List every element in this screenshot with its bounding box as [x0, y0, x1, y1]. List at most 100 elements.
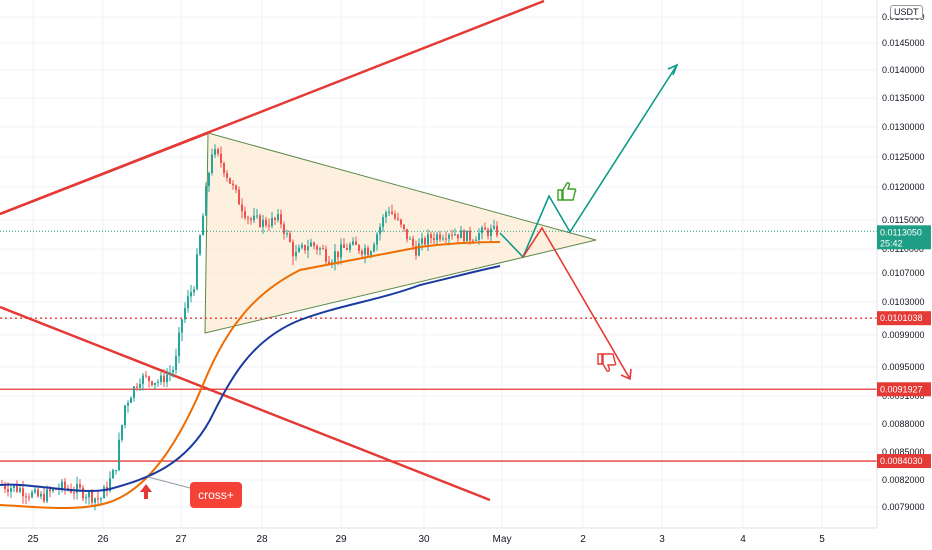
candle-body — [304, 244, 306, 251]
candle-body — [220, 153, 222, 163]
candle-body — [184, 308, 186, 320]
candle-body — [322, 248, 324, 250]
candle-body — [334, 251, 336, 263]
candle-body — [382, 217, 384, 227]
candle-body — [406, 228, 408, 240]
candle-body — [451, 234, 453, 236]
candle-body — [412, 238, 414, 246]
candle-body — [94, 498, 96, 503]
candle-body — [244, 211, 246, 218]
candle-body — [361, 250, 363, 255]
upper-trendline-extension — [0, 131, 209, 216]
x-tick-label: 2 — [580, 534, 586, 545]
bullish-arrow-head — [667, 63, 679, 76]
candle-body — [490, 228, 492, 236]
candle-body — [403, 224, 405, 229]
candle-body — [325, 248, 327, 262]
cross-label-text: cross+ — [198, 488, 234, 502]
x-tick-label: 29 — [335, 534, 347, 545]
candle-body — [298, 247, 300, 252]
lower-trendline — [0, 305, 491, 502]
y-tick-label: 0.0099000 — [882, 330, 925, 340]
y-tick-label: 0.0115000 — [882, 215, 924, 225]
candle-body — [199, 235, 201, 255]
candle-body — [283, 224, 285, 234]
candle-body — [202, 215, 204, 236]
candle-body — [442, 238, 444, 240]
candle-body — [436, 234, 438, 241]
time-axis-panel — [0, 528, 932, 550]
y-tick-label: 0.0140000 — [882, 65, 925, 75]
candle-body — [7, 489, 9, 492]
level-badge-text: 0.0101038 — [880, 313, 923, 323]
candle-body — [13, 485, 15, 489]
candle-body — [145, 375, 147, 377]
candle-body — [247, 217, 249, 219]
candle-body — [4, 485, 6, 490]
candle-body — [475, 239, 477, 241]
candle-body — [328, 261, 330, 264]
candle-body — [409, 238, 411, 240]
level-badge — [877, 382, 931, 397]
x-tick-label: May — [493, 534, 512, 545]
candle-body — [310, 242, 312, 247]
candle-body — [142, 375, 144, 384]
y-tick-label: 0.0125000 — [882, 152, 925, 162]
moving-average-fast — [0, 241, 501, 510]
candle-body — [10, 488, 12, 492]
candle-body — [214, 149, 216, 155]
countdown-text: 25:42 — [880, 238, 903, 248]
candle-body — [154, 382, 156, 386]
candle-body — [256, 215, 258, 217]
candle-body — [430, 234, 432, 239]
candle-body — [394, 213, 396, 219]
candle-body — [130, 397, 132, 403]
x-tick-label: 4 — [740, 534, 746, 545]
candle-body — [448, 234, 450, 239]
candle-body — [415, 245, 417, 256]
candle-body — [49, 489, 51, 492]
candle-body — [136, 386, 138, 388]
candle-body — [400, 219, 402, 225]
level-badge — [877, 454, 931, 469]
candle-body — [268, 225, 270, 227]
candle-body — [73, 492, 75, 494]
thumbs-down-icon — [597, 353, 617, 372]
candle-body — [97, 498, 99, 500]
candle-body — [16, 485, 18, 492]
candle-body — [466, 230, 468, 242]
candle-body — [370, 251, 372, 256]
y-tick-label: 0.0082000 — [882, 475, 925, 485]
candle-body — [355, 241, 357, 245]
candle-body — [397, 218, 399, 220]
candle-body — [88, 491, 90, 498]
candle-body — [133, 386, 135, 398]
candle-body — [67, 488, 69, 490]
candle-body — [103, 486, 105, 499]
candle-body — [124, 405, 126, 426]
candle-body — [31, 492, 33, 498]
y-tick-label: 0.0103000 — [882, 297, 925, 307]
candle-body — [172, 369, 174, 373]
moving-average-slow — [0, 265, 501, 492]
bullish-projection-path — [499, 64, 678, 259]
candle-body — [280, 214, 282, 225]
quote-currency-button[interactable]: USDT — [890, 5, 923, 19]
candle-body — [151, 381, 153, 386]
y-tick-label: 0.0088000 — [882, 419, 925, 429]
thumbs-up-shape — [557, 182, 577, 201]
candle-body — [274, 217, 276, 220]
candle-body — [454, 234, 456, 236]
candle-body — [178, 332, 180, 357]
candle-body — [352, 241, 354, 245]
candle-body — [421, 238, 423, 244]
candle-body — [76, 484, 78, 493]
candle-body — [235, 185, 237, 190]
x-tick-label: 27 — [175, 534, 187, 545]
candle-body — [175, 356, 177, 370]
candle-body — [301, 244, 303, 248]
candle-body — [196, 254, 198, 290]
x-tick-label: 5 — [819, 534, 825, 545]
